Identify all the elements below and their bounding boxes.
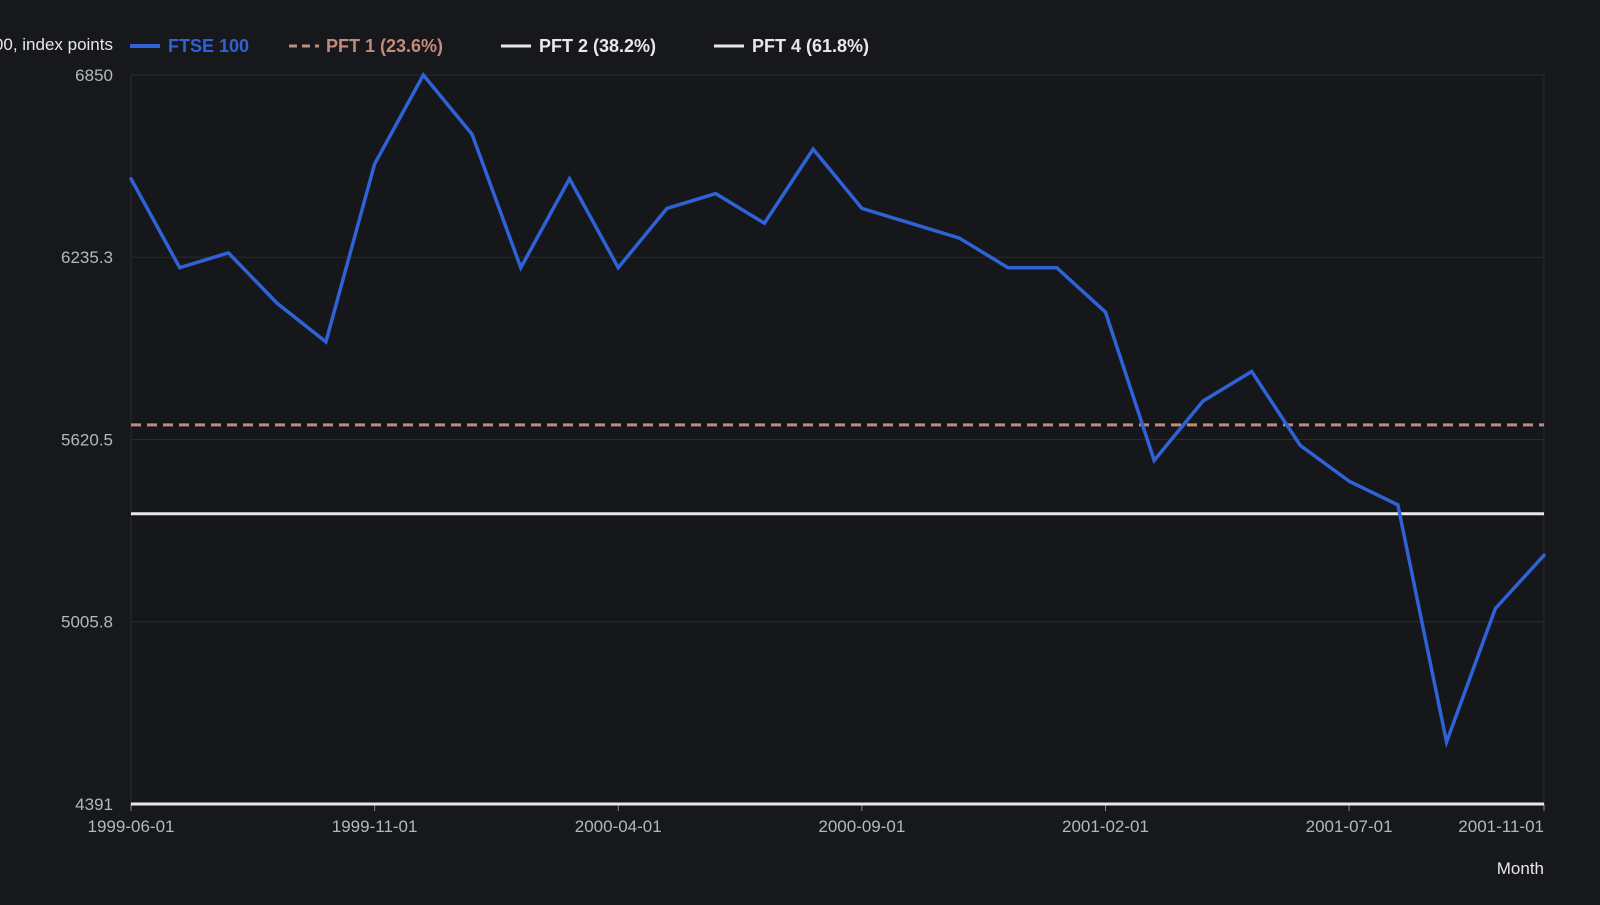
x-tick-label: 2001-11-01 xyxy=(1458,817,1544,836)
y-tick-label: 5620.5 xyxy=(61,431,113,450)
y-axis: 4391 5005.8 5620.5 6235.3 6850 xyxy=(61,66,113,814)
legend-label-pft-2: PFT 2 (38.2%) xyxy=(539,36,656,56)
legend-item-ftse-100[interactable]: FTSE 100 xyxy=(130,36,249,56)
x-tick-label: 1999-06-01 xyxy=(88,817,175,836)
legend-label-ftse-100: FTSE 100 xyxy=(168,36,249,56)
grid xyxy=(131,74,1544,805)
reference-lines xyxy=(131,423,1544,806)
legend: FTSE 100, index points FTSE 100 PFT 1 (2… xyxy=(0,35,869,56)
y-tick-label: 4391 xyxy=(75,795,113,814)
y-tick-label: 6235.3 xyxy=(61,248,113,267)
y-axis-title: FTSE 100, index points xyxy=(0,35,113,54)
x-tick-label: 2000-09-01 xyxy=(818,817,905,836)
x-axis: 1999-06-01 1999-11-01 2000-04-01 2000-09-01… xyxy=(88,804,1545,836)
y-tick-label: 5005.8 xyxy=(61,613,113,632)
x-tick-label: 2000-04-01 xyxy=(575,817,662,836)
series-line-ftse-100 xyxy=(129,71,1546,749)
legend-item-pft-2[interactable]: PFT 2 (38.2%) xyxy=(501,36,656,56)
x-tick-label: 2001-07-01 xyxy=(1306,817,1393,836)
x-axis-title: Month xyxy=(1497,859,1544,878)
y-tick-label: 6850 xyxy=(75,66,113,85)
x-tick-label: 1999-11-01 xyxy=(332,817,418,836)
x-tick-label: 2001-02-01 xyxy=(1062,817,1149,836)
legend-item-pft-1[interactable]: PFT 1 (23.6%) xyxy=(289,36,443,56)
series xyxy=(129,71,1546,749)
legend-label-pft-1: PFT 1 (23.6%) xyxy=(326,36,443,56)
legend-label-pft-4: PFT 4 (61.8%) xyxy=(752,36,869,56)
legend-item-pft-4[interactable]: PFT 4 (61.8%) xyxy=(714,36,869,56)
